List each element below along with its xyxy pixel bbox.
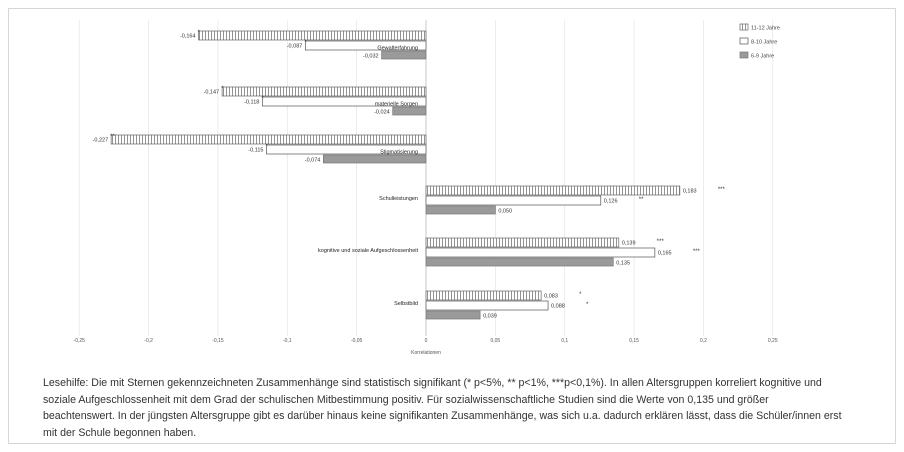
significance-stars: * bbox=[221, 86, 224, 92]
bar-age-6-9 bbox=[323, 154, 427, 164]
legend: 11-12 Jahre 8-10 Jahre 6-9 Jahre bbox=[739, 23, 780, 60]
significance-stars: *** bbox=[693, 249, 701, 255]
legend-swatch bbox=[739, 51, 749, 59]
bar-age-6-9 bbox=[392, 106, 427, 116]
x-tick-label: -0,15 bbox=[212, 338, 224, 344]
bar-age-8-10 bbox=[425, 247, 656, 258]
significance-stars: * bbox=[261, 96, 264, 102]
x-tick-label: 0 bbox=[425, 338, 428, 344]
bar-age-11-12 bbox=[221, 86, 427, 97]
x-tick-label: 0,25 bbox=[768, 338, 778, 344]
bar-age-11-12 bbox=[198, 30, 427, 41]
bar-age-6-9 bbox=[425, 310, 481, 320]
significance-stars: *** bbox=[718, 187, 726, 193]
category-label: Schulleistungen bbox=[379, 196, 418, 202]
x-tick-label: 0,15 bbox=[629, 338, 639, 344]
caption-text: Lesehilfe: Die mit Sternen gekennzeichne… bbox=[43, 377, 842, 439]
significance-stars: * bbox=[586, 302, 589, 308]
legend-label: 11-12 Jahre bbox=[751, 26, 780, 32]
data-label: 0,183 bbox=[683, 189, 697, 195]
bars bbox=[110, 30, 681, 320]
bar-age-6-9 bbox=[425, 205, 496, 215]
significance-stars: *** bbox=[657, 239, 665, 245]
legend-label: 6-9 Jahre bbox=[751, 54, 774, 60]
x-tick-label: -0,1 bbox=[283, 338, 292, 344]
data-label: 0,039 bbox=[483, 314, 497, 320]
data-label: 0,083 bbox=[544, 294, 558, 300]
bar-age-8-10 bbox=[304, 40, 427, 51]
data-label: -0,118 bbox=[244, 100, 259, 106]
significance-stars: * bbox=[198, 30, 201, 36]
x-tick-label: 0,05 bbox=[490, 338, 500, 344]
bar-age-11-12 bbox=[425, 185, 681, 196]
significance-stars: * bbox=[265, 144, 268, 150]
x-tick-label: -0,25 bbox=[74, 338, 86, 344]
significance-stars: ** bbox=[639, 197, 644, 203]
data-label: 0,050 bbox=[498, 209, 512, 215]
significance-stars: ** bbox=[110, 134, 115, 140]
horizontal-bar-chart: -0,164*-0,087*-0,032Gewalterfahrung-0,14… bbox=[74, 20, 780, 356]
significance-stars: * bbox=[579, 292, 582, 298]
data-label: -0,227 bbox=[93, 138, 109, 144]
bar-age-8-10 bbox=[266, 144, 427, 155]
legend-swatch bbox=[739, 37, 749, 45]
category-label: Selbstbild bbox=[394, 301, 418, 307]
legend-swatch bbox=[739, 23, 749, 31]
data-label: 0,126 bbox=[604, 199, 618, 205]
gridlines bbox=[78, 20, 774, 336]
category-label: materielle Sorgen bbox=[375, 102, 418, 108]
x-tick-label: -0,05 bbox=[351, 338, 363, 344]
bar-age-11-12 bbox=[425, 290, 542, 301]
data-label: -0,147 bbox=[204, 90, 220, 96]
data-label: -0,032 bbox=[363, 54, 379, 60]
data-label: 0,088 bbox=[551, 304, 565, 310]
bar-age-11-12 bbox=[110, 134, 427, 145]
bar-age-8-10 bbox=[425, 195, 602, 206]
category-label: kognitive und soziale Aufgeschlossenheit bbox=[318, 248, 418, 254]
legend-label: 8-10 Jahre bbox=[751, 40, 777, 46]
x-axis-title: Korrelationen bbox=[411, 350, 441, 356]
x-tick-label: 0,2 bbox=[700, 338, 707, 344]
category-label: Stigmatisierung bbox=[380, 150, 418, 156]
data-label: -0,087 bbox=[287, 44, 303, 50]
x-axis: Korrelationen -0,25 -0,2 -0,15 -0,1 -0,05 0 0,… bbox=[74, 338, 778, 356]
bar-age-8-10 bbox=[425, 300, 549, 311]
category-label: Gewalterfahrung bbox=[377, 46, 418, 52]
data-label: -0,164 bbox=[180, 34, 196, 40]
bar-age-8-10 bbox=[261, 96, 427, 107]
data-label: -0,074 bbox=[305, 158, 321, 164]
bar-age-6-9 bbox=[425, 257, 614, 267]
x-tick-label: 0,1 bbox=[561, 338, 568, 344]
chart-frame bbox=[8, 8, 896, 444]
data-label: 0,165 bbox=[658, 251, 672, 257]
bar-age-11-12 bbox=[425, 237, 620, 248]
data-label: -0,115 bbox=[248, 148, 263, 154]
significance-stars: * bbox=[304, 40, 307, 46]
data-label: -0,024 bbox=[374, 110, 390, 116]
x-tick-label: -0,2 bbox=[144, 338, 153, 344]
data-label: 0,135 bbox=[616, 261, 630, 267]
bar-age-6-9 bbox=[381, 50, 427, 60]
data-label: 0,139 bbox=[622, 241, 636, 247]
labels: -0,164*-0,087*-0,032Gewalterfahrung-0,14… bbox=[93, 30, 726, 320]
